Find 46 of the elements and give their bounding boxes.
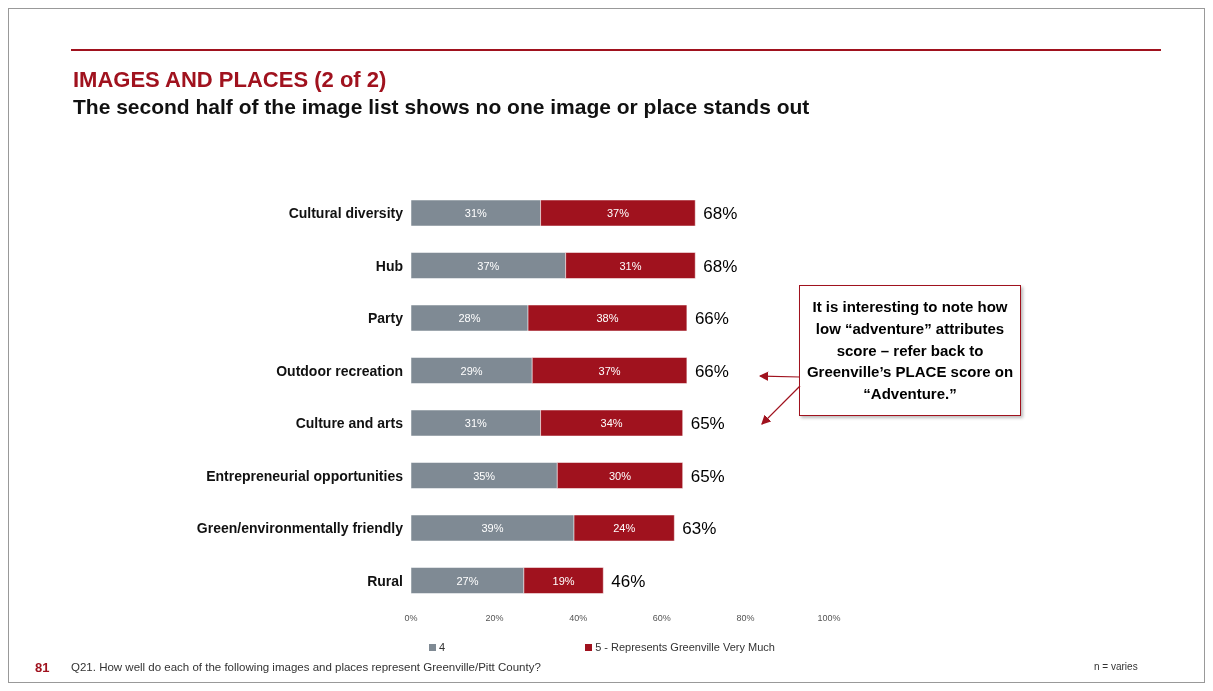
data-label: 31% (464, 417, 488, 429)
y-tick-label: Green/environmentally friendly (196, 520, 404, 537)
data-label: 35% (473, 469, 496, 482)
data-label: 30% (608, 469, 632, 482)
data-label: 39% (481, 522, 504, 534)
annotation: It is interesting to note how low “adventure” attributes score – refer back to Greenville’s PLACE score on “Adventure.” (799, 285, 1021, 416)
x-tick-label: 80% (736, 613, 755, 624)
total-label: 66% (694, 361, 729, 381)
total-label: 63% (682, 519, 717, 538)
y-tick-label: Hub (375, 257, 403, 274)
data-label: 28% (458, 312, 481, 324)
total-label: 46% (611, 571, 646, 591)
y-tick-label: Entrepreneurial opportunities (206, 467, 404, 484)
data-label: 38% (596, 312, 619, 324)
text: n = varies (1094, 661, 1138, 672)
text: 81 (35, 660, 50, 675)
x-tick-label: 60% (652, 613, 671, 624)
y-tick-label: Outdoor recreation (276, 362, 403, 379)
total-label: 65% (690, 414, 725, 433)
chart-subtitle: The second half of the image list shows no one image or place stands out (73, 95, 810, 119)
legend-label: 4 (439, 641, 446, 653)
data-label: 37% (606, 207, 630, 219)
text: Q21. How well do each of the following images and places represent Greenville/Pitt County? (71, 661, 541, 673)
y-tick-label: Cultural diversity (288, 205, 404, 222)
data-label: 34% (600, 417, 623, 429)
total-label: 68% (703, 204, 738, 223)
x-tick-label: 40% (569, 613, 588, 624)
data-label: 37% (598, 364, 621, 377)
x-tick-label: 100% (817, 613, 841, 624)
x-tick-label: 0% (404, 613, 418, 624)
data-label: 31% (464, 207, 488, 219)
total-label: 68% (703, 256, 738, 276)
legend-label: 5 - Represents Greenville Very Much (595, 641, 775, 653)
text: IMAGES AND PLACES (2 of 2) (73, 67, 387, 93)
total-label: 65% (690, 466, 725, 486)
data-label: 31% (619, 259, 642, 272)
total-label: 66% (694, 309, 729, 328)
data-label: 37% (477, 259, 500, 272)
data-label: 27% (456, 574, 479, 587)
y-tick-label: Culture and arts (295, 415, 404, 432)
y-tick-label: Rural (367, 572, 403, 589)
data-label: 29% (460, 364, 483, 377)
data-label: 19% (552, 574, 575, 587)
data-label: 24% (613, 522, 636, 534)
y-tick-label: Party (367, 310, 404, 327)
x-tick-label: 20% (485, 613, 504, 624)
